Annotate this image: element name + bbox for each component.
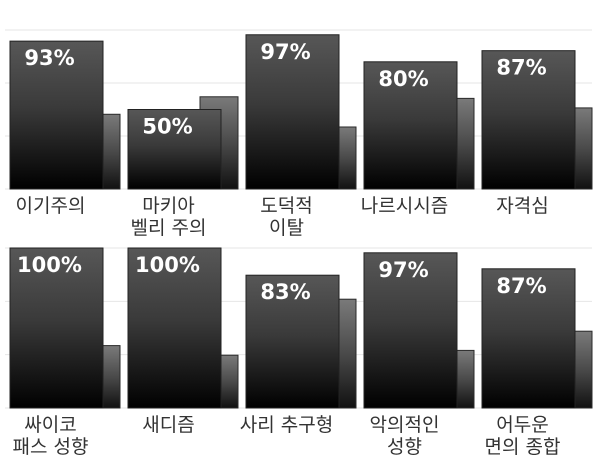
category-label-line: 악의적인 [370,414,440,436]
data-label: 87% [496,274,546,298]
data-label: 97% [260,40,310,64]
data-label: 80% [378,67,428,91]
category-label-line: 나르시시즘 [361,195,448,217]
data-label: 50% [142,115,192,139]
category-label-line: 이기주의 [16,195,86,217]
data-label: 93% [24,46,74,70]
data-label: 97% [378,258,428,282]
data-label: 100% [17,253,82,277]
category-label: 이기주의 [16,195,86,217]
category-label: 새디즘 [142,414,194,436]
data-label: 87% [496,56,546,80]
category-label-line: 싸이코 [24,414,76,436]
category-label: 도덕적 이탈 [260,195,312,239]
category-label-line: 이탈 [269,217,304,239]
category-label-line: 사리 추구형 [240,414,333,436]
category-label: 싸이코 패스 성향 [13,414,89,458]
category-label: 악의적인 성향 [370,414,440,458]
category-label-line: 자격심 [496,195,548,217]
category-label-line: 벨리 주의 [131,217,207,239]
category-label: 어두운 면의 종합 [485,414,561,458]
category-label: 자격심 [496,195,548,217]
category-label-line: 도덕적 [260,195,312,217]
category-label: 마키아 벨리 주의 [131,195,207,239]
category-label-line: 성향 [387,436,422,458]
category-label-line: 새디즘 [142,414,194,436]
category-label-line: 패스 성향 [13,436,89,458]
category-label-line: 마키아 [142,195,194,217]
category-label-line: 면의 종합 [485,436,561,458]
category-label-line: 어두운 [496,414,548,436]
data-label: 100% [135,253,200,277]
category-label: 나르시시즘 [361,195,448,217]
category-label: 사리 추구형 [240,414,333,436]
data-label: 83% [260,280,310,304]
